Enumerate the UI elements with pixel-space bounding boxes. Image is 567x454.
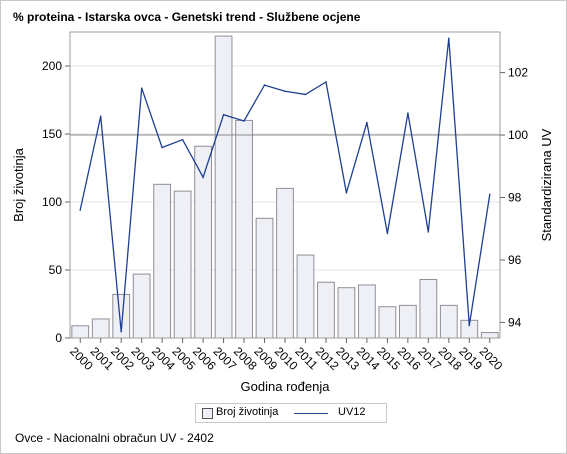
point-uv12-2017 [427,231,430,233]
y-tick-label: 200 [42,59,62,73]
bar-2016 [398,304,417,339]
bar-2005 [173,190,192,339]
y-tick-label: 50 [49,263,63,277]
point-uv12-2006 [202,176,204,178]
bar-2007 [214,35,233,339]
y2-tick-label: 98 [508,190,522,204]
y2-tick-label: 102 [508,66,528,80]
legend-label-line: UV12 [338,406,366,418]
y-tick-label: 150 [42,127,62,141]
point-uv12-2002 [120,330,122,333]
bar-2020 [480,332,499,339]
point-uv12-2018 [448,37,450,40]
y2-axis-title: Standardizirana UV [539,128,554,241]
bar-2003 [132,273,151,339]
y2-tick-label: 96 [508,253,522,267]
legend-swatch-line [294,413,328,414]
y-axis-title: Broj životinja [11,147,26,221]
bar-2000 [71,325,90,339]
point-uv12-2014 [366,121,368,124]
point-uv12-2019 [468,324,471,327]
legend-swatch-bar [202,408,213,419]
y-tick-label: 100 [42,195,62,209]
point-uv12-2003 [140,87,143,90]
point-uv12-2007 [222,113,225,116]
point-uv12-2004 [161,146,163,149]
point-uv12-2011 [304,93,307,96]
point-uv12-2016 [407,112,409,114]
point-uv12-2005 [181,138,184,141]
bar-2017 [419,279,438,339]
chart-plot: 0501001502009496981001022000200120022003… [11,31,554,394]
bar-2014 [358,284,376,339]
footnote: Ovce - Nacionalni obračun UV - 2402 [15,431,214,445]
bar-2013 [337,287,356,339]
bar-2004 [153,183,172,339]
y2-tick-label: 100 [508,128,528,142]
bar-2001 [91,318,110,339]
point-uv12-2013 [345,192,348,194]
point-uv12-2015 [386,232,389,235]
bar-2009 [255,217,274,339]
bar-2006 [194,145,212,339]
chart-legend: Broj životinja UV12 [195,403,387,423]
point-uv12-2020 [488,193,491,196]
y-tick-label: 0 [55,331,62,345]
x-axis-title: Godina rođenja [241,379,331,394]
bar-2012 [317,281,335,339]
legend-label-bar: Broj životinja [216,406,279,418]
bar-2008 [235,119,253,339]
bar-2015 [378,306,397,339]
y2-tick-label: 94 [508,315,522,329]
point-uv12-2008 [243,120,245,122]
point-uv12-2012 [325,81,327,83]
bar-2010 [276,187,294,339]
point-uv12-2000 [79,209,82,211]
point-uv12-2009 [263,84,266,86]
bar-2011 [296,254,315,339]
chart-title: % proteina - Istarska ovca - Genetski tr… [13,10,361,24]
bar-2018 [439,304,458,339]
point-uv12-2010 [284,90,286,93]
point-uv12-2001 [99,115,102,118]
